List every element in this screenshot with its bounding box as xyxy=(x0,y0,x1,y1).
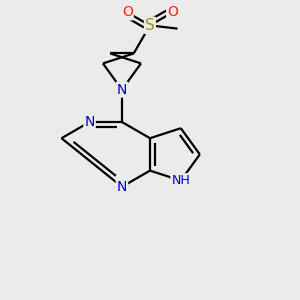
Text: O: O xyxy=(122,5,133,20)
Text: N: N xyxy=(117,180,127,194)
Text: S: S xyxy=(145,18,155,33)
Text: N: N xyxy=(84,115,95,129)
Text: O: O xyxy=(167,5,178,20)
Text: N: N xyxy=(117,82,127,97)
Text: NH: NH xyxy=(171,174,190,187)
